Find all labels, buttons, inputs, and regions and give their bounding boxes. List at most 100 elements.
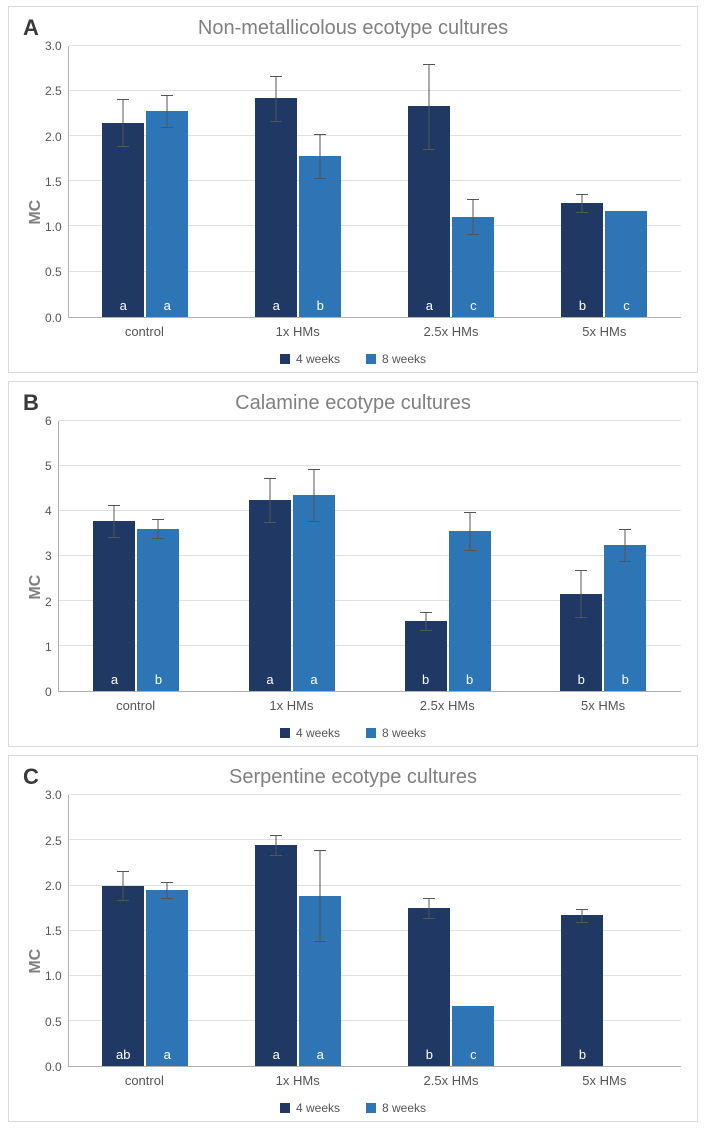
error-bar — [276, 76, 277, 121]
x-tick-label: 5x HMs — [528, 1067, 681, 1097]
bar-group: bb — [370, 421, 526, 692]
bar-groups: abaaabcb — [69, 795, 681, 1066]
significance-letter: c — [452, 298, 494, 313]
y-axis-label: MC — [25, 421, 45, 723]
x-tick-label: 2.5x HMs — [374, 318, 527, 348]
error-cap — [619, 529, 631, 530]
legend-label: 4 weeks — [296, 726, 340, 740]
legend-label: 8 weeks — [382, 726, 426, 740]
error-cap — [314, 134, 326, 135]
error-cap — [152, 519, 164, 520]
error-cap — [576, 212, 588, 213]
bar-8-weeks: b — [137, 529, 179, 692]
error-bar — [582, 909, 583, 922]
significance-letter: b — [405, 672, 447, 687]
significance-letter: b — [561, 298, 603, 313]
x-tick-label: 1x HMs — [214, 692, 370, 722]
plot-area: aaabacbc — [68, 46, 681, 318]
error-cap — [423, 898, 435, 899]
x-axis-labels: control1x HMs2.5x HMs5x HMs — [68, 318, 681, 348]
significance-letter: a — [93, 672, 135, 687]
y-axis: 6543210 — [45, 421, 58, 723]
error-bar — [429, 898, 430, 918]
plot-wrap: abaaabcbcontrol1x HMs2.5x HMs5x HMs — [68, 795, 681, 1097]
error-bar — [123, 871, 124, 900]
legend-swatch — [366, 728, 376, 738]
bar-8-weeks: c — [452, 1006, 494, 1066]
bar-4-weeks: ab — [102, 886, 144, 1066]
x-tick-label: control — [68, 1067, 221, 1097]
figure-page: ANon-metallicolous ecotype culturesMC3.0… — [0, 0, 706, 1128]
significance-letter: a — [299, 1047, 341, 1062]
error-bar — [320, 850, 321, 940]
error-cap — [576, 909, 588, 910]
panel-title: Serpentine ecotype cultures — [25, 766, 681, 789]
error-cap — [117, 900, 129, 901]
error-cap — [270, 835, 282, 836]
panel-C: CSerpentine ecotype culturesMC3.02.52.01… — [8, 755, 698, 1122]
bar-groups: abaabbbb — [59, 421, 681, 692]
error-cap — [117, 99, 129, 100]
bar-4-weeks: a — [255, 845, 297, 1066]
error-bar — [167, 882, 168, 898]
chart-row: MC6543210abaabbbbcontrol1x HMs2.5x HMs5x… — [25, 421, 681, 723]
error-cap — [423, 64, 435, 65]
y-axis: 3.02.52.01.51.00.50.0 — [45, 46, 68, 348]
y-axis-label: MC — [25, 795, 45, 1097]
panel-B: BCalamine ecotype culturesMC6543210abaab… — [8, 381, 698, 748]
chart-row: MC3.02.52.01.51.00.50.0aaabacbccontrol1x… — [25, 46, 681, 348]
legend-swatch — [366, 354, 376, 364]
x-tick-label: control — [68, 318, 221, 348]
bar-8-weeks: a — [293, 495, 335, 691]
legend: 4 weeks8 weeks — [25, 1097, 681, 1115]
error-cap — [576, 194, 588, 195]
significance-letter: a — [408, 298, 450, 313]
error-cap — [467, 199, 479, 200]
significance-letter: b — [137, 672, 179, 687]
legend-swatch — [280, 354, 290, 364]
legend: 4 weeks 8 weeks — [25, 722, 681, 740]
significance-letter: a — [293, 672, 335, 687]
bar-8-weeks: a — [146, 890, 188, 1066]
error-bar — [270, 478, 271, 522]
x-tick-label: 5x HMs — [528, 318, 681, 348]
plot-wrap: aaabacbccontrol1x HMs2.5x HMs5x HMs — [68, 46, 681, 348]
error-cap — [270, 121, 282, 122]
bar-group: ac — [375, 46, 528, 317]
chart-row: MC3.02.52.01.51.00.50.0abaaabcbcontrol1x… — [25, 795, 681, 1097]
bar-4-weeks: b — [560, 594, 602, 691]
error-bar — [276, 835, 277, 855]
error-bar — [314, 469, 315, 521]
error-cap — [270, 855, 282, 856]
bar-group: bc — [528, 46, 681, 317]
legend-swatch — [280, 728, 290, 738]
error-cap — [464, 550, 476, 551]
legend-swatch — [280, 1103, 290, 1113]
panel-letter: B — [23, 390, 39, 416]
panel-A: ANon-metallicolous ecotype culturesMC3.0… — [8, 6, 698, 373]
legend: 4 weeks8 weeks — [25, 348, 681, 366]
panel-letter: A — [23, 15, 39, 41]
bar-group: ab — [222, 46, 375, 317]
panel-title: Calamine ecotype cultures — [25, 392, 681, 415]
significance-letter: c — [452, 1047, 494, 1062]
bar-group: ab — [59, 421, 215, 692]
error-cap — [314, 941, 326, 942]
plot-area: abaabbbb — [58, 421, 681, 693]
legend-item-8-weeks: 8 weeks — [366, 352, 426, 366]
error-bar — [167, 95, 168, 127]
x-tick-label: control — [58, 692, 214, 722]
bar-8-weeks: a — [299, 896, 341, 1067]
error-cap — [264, 478, 276, 479]
significance-letter: a — [255, 1047, 297, 1062]
error-bar — [429, 64, 430, 149]
error-cap — [117, 146, 129, 147]
bar-4-weeks: a — [255, 98, 297, 316]
error-cap — [420, 630, 432, 631]
significance-letter: a — [249, 672, 291, 687]
x-tick-label: 2.5x HMs — [369, 692, 525, 722]
legend-item-4-weeks: 4 weeks — [280, 1101, 340, 1115]
error-cap — [161, 127, 173, 128]
bar-8-weeks: b — [449, 531, 491, 691]
error-cap — [108, 505, 120, 506]
